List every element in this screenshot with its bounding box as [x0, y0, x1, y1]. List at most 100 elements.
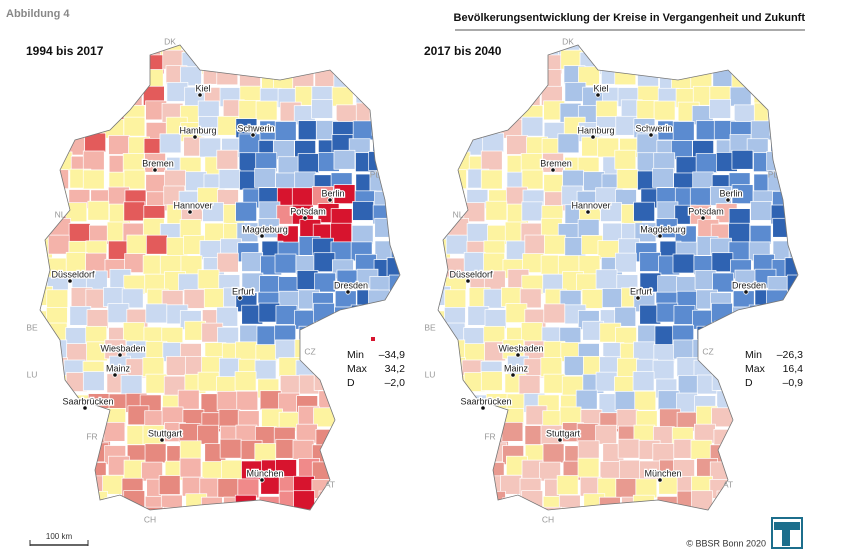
- district: [87, 86, 110, 107]
- district: [463, 457, 486, 478]
- district: [731, 149, 754, 170]
- district: [753, 478, 776, 499]
- district: [391, 138, 400, 159]
- district: [201, 461, 224, 481]
- district: [438, 155, 452, 176]
- district: [368, 289, 390, 310]
- district: [48, 88, 70, 109]
- district: [438, 422, 449, 443]
- district: [482, 410, 505, 430]
- district: [654, 45, 676, 52]
- district: [292, 439, 315, 460]
- district: [291, 187, 314, 208]
- district: [769, 53, 792, 73]
- district: [48, 460, 71, 481]
- district: [445, 234, 468, 255]
- district: [279, 53, 302, 74]
- district: [466, 223, 489, 243]
- district: [748, 51, 770, 72]
- city-label: Magdeburg: [640, 224, 686, 234]
- district: [786, 274, 798, 295]
- district: [123, 514, 144, 533]
- city-label: Stuttgart: [546, 428, 581, 438]
- district: [480, 150, 503, 171]
- district: [236, 390, 259, 411]
- district: [621, 50, 644, 71]
- district: [355, 374, 378, 395]
- district: [786, 45, 798, 57]
- district: [333, 149, 356, 170]
- district: [716, 490, 739, 510]
- city-dot: [550, 167, 556, 173]
- district: [146, 234, 168, 255]
- district: [198, 45, 221, 56]
- district: [45, 190, 67, 211]
- district: [49, 122, 72, 143]
- district: [165, 356, 188, 376]
- district: [438, 221, 447, 242]
- district: [787, 477, 798, 498]
- district: [179, 440, 202, 461]
- district: [314, 272, 336, 293]
- district: [372, 133, 395, 153]
- district: [447, 122, 470, 143]
- district: [354, 456, 377, 477]
- district: [65, 410, 88, 430]
- district: [690, 68, 713, 89]
- district: [716, 390, 739, 411]
- district: [336, 457, 358, 477]
- district: [87, 200, 110, 221]
- city-label: Berlin: [321, 188, 344, 198]
- district: [438, 455, 454, 476]
- district: [40, 155, 54, 176]
- city-label: Hamburg: [179, 125, 216, 135]
- district: [672, 253, 695, 274]
- city-dot: [67, 278, 73, 284]
- district: [259, 390, 282, 411]
- district: [40, 221, 49, 242]
- district: [238, 54, 261, 75]
- city-label: Potsdam: [290, 206, 326, 216]
- city-label: Dresden: [334, 280, 368, 290]
- district: [142, 506, 164, 510]
- district: [374, 217, 397, 238]
- district: [46, 289, 69, 310]
- district: [519, 288, 542, 309]
- district: [652, 167, 674, 188]
- district: [786, 445, 798, 466]
- district: [467, 472, 490, 493]
- district: [521, 201, 544, 222]
- district: [788, 200, 798, 221]
- district: [121, 51, 144, 71]
- district: [82, 150, 105, 171]
- district: [539, 69, 562, 89]
- district: [354, 68, 377, 89]
- district: [749, 493, 772, 510]
- city-dot: [327, 197, 333, 203]
- district: [393, 511, 414, 530]
- district: [368, 151, 391, 171]
- district: [374, 323, 396, 344]
- district: [617, 438, 640, 459]
- district: [388, 494, 400, 510]
- stat-value: –34,9: [379, 349, 405, 361]
- city-dot: [657, 233, 663, 239]
- district: [255, 100, 278, 121]
- district: [575, 389, 598, 410]
- district: [162, 507, 185, 510]
- district: [293, 490, 315, 510]
- district: [145, 373, 168, 394]
- city-dot: [743, 289, 749, 295]
- district: [752, 321, 775, 342]
- country-label: AT: [325, 479, 335, 489]
- stat-value: –2,0: [385, 377, 406, 389]
- district: [234, 371, 257, 392]
- city-label: Kiel: [593, 83, 608, 93]
- border: [437, 44, 799, 511]
- district: [658, 51, 681, 71]
- city-dot: [595, 92, 601, 98]
- stat-label: Max: [347, 363, 368, 375]
- district: [438, 82, 450, 103]
- district: [217, 478, 240, 498]
- district: [521, 169, 544, 190]
